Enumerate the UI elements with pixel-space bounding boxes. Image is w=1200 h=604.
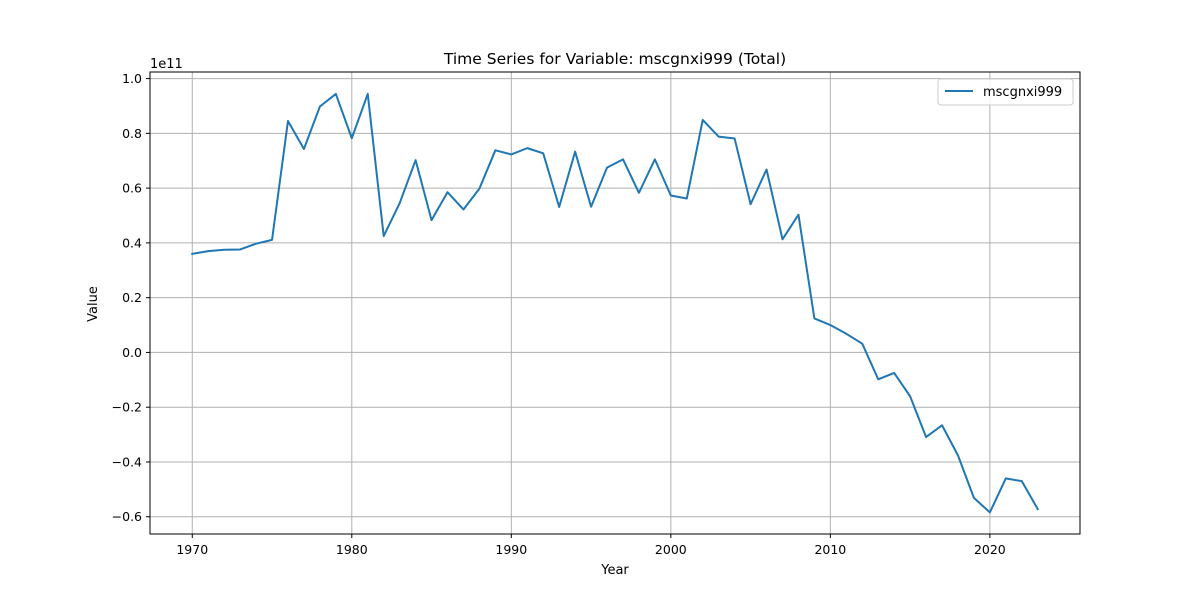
x-tick-label: 1990: [495, 542, 527, 557]
y-tick-label: 0.0: [122, 345, 142, 360]
y-tick-label: 0.4: [122, 235, 142, 250]
chart-title: Time Series for Variable: mscgnxi999 (To…: [443, 50, 786, 68]
y-tick-label: 0.6: [122, 181, 142, 196]
y-axis-offset-label: 1e11: [150, 57, 183, 72]
y-tick-label: 0.8: [122, 126, 142, 141]
x-tick-label: 2000: [655, 542, 687, 557]
x-tick-label: 2010: [814, 542, 846, 557]
legend: mscgnxi999: [938, 79, 1073, 105]
y-axis-label: Value: [86, 286, 101, 322]
legend-label: mscgnxi999: [983, 85, 1062, 100]
y-tick-label: −0.6: [112, 509, 142, 524]
y-tick-label: −0.4: [112, 454, 142, 469]
y-tick-label: 0.2: [122, 290, 142, 305]
x-tick-label: 1980: [336, 542, 368, 557]
y-tick-label: 1.0: [122, 71, 142, 86]
x-tick-label: 2020: [974, 542, 1006, 557]
x-tick-label: 1970: [176, 542, 208, 557]
x-axis-label: Year: [600, 563, 629, 578]
y-tick-label: −0.2: [112, 400, 142, 415]
